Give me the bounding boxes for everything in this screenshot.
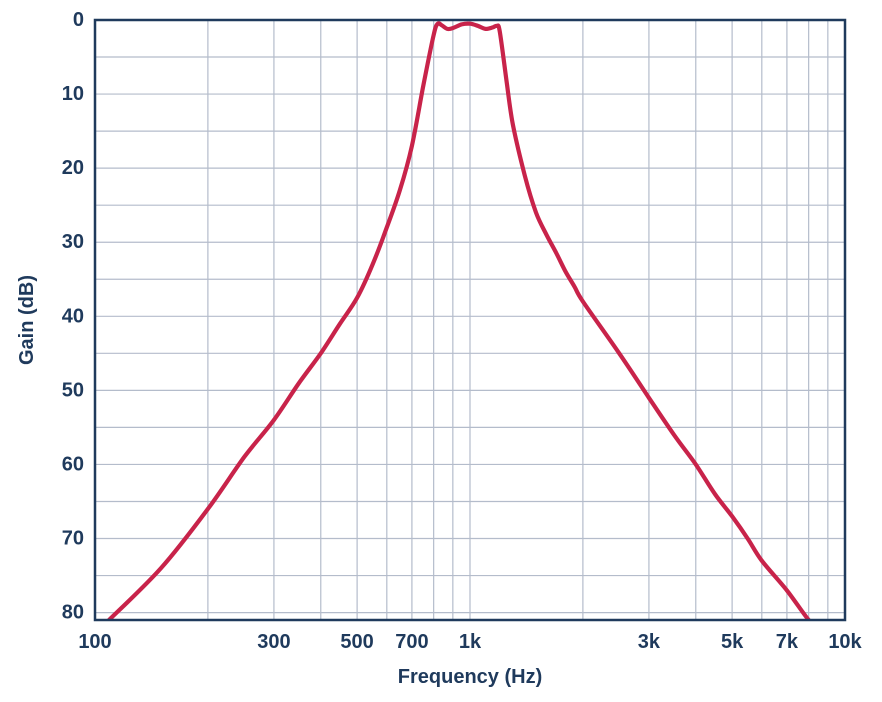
x-tick-label: 7k [776, 631, 799, 653]
y-tick-label: 10 [62, 83, 84, 105]
y-tick-label: 50 [62, 379, 84, 401]
y-tick-label: 80 [62, 602, 84, 624]
x-tick-label: 3k [638, 631, 661, 653]
y-tick-labels: 0 10 20 30 40 50 60 70 80 [62, 9, 84, 624]
x-tick-label: 300 [257, 631, 290, 653]
x-tick-labels: 100 300 500 700 1k 3k 5k 7k 10k [78, 631, 862, 653]
series-layer [106, 21, 812, 620]
y-tick-label: 30 [62, 231, 84, 253]
x-tick-label: 5k [721, 631, 744, 653]
y-tick-label: 0 [73, 9, 84, 31]
y-tick-label: 60 [62, 453, 84, 475]
y-tick-label: 20 [62, 157, 84, 179]
y-axis-title: Gain (dB) [16, 275, 38, 365]
x-tick-label: 10k [828, 631, 862, 653]
x-tick-label: 1k [459, 631, 482, 653]
x-tick-label: 500 [340, 631, 373, 653]
y-tick-label: 70 [62, 528, 84, 550]
plot-frame [93, 18, 847, 622]
y-tick-label: 40 [62, 305, 84, 327]
grid-lines [94, 19, 846, 620]
x-tick-label: 100 [78, 631, 111, 653]
x-tick-label: 700 [395, 631, 428, 653]
x-axis-title: Frequency (Hz) [398, 666, 542, 688]
gain-curve-line [106, 21, 812, 620]
